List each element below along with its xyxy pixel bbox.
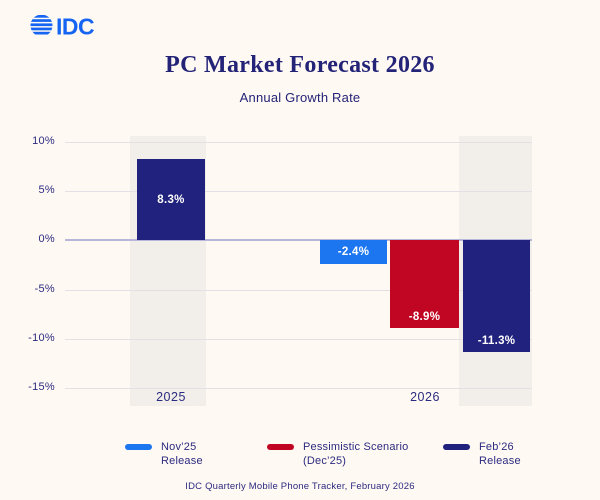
legend-item-pessimistic-scenario-dec-25: Pessimistic Scenario (Dec’25)	[267, 440, 408, 468]
gridline--10	[65, 338, 532, 340]
idc-globe-icon: IDC	[30, 14, 95, 40]
bar-nov-25-release-2026: -2.4%	[320, 240, 387, 264]
y-tick-label: -15%	[28, 381, 55, 393]
legend-item-feb-26-release: Feb’26 Release	[443, 440, 521, 468]
x-tick-label-2025: 2025	[156, 390, 186, 404]
legend-label: Pessimistic Scenario (Dec’25)	[303, 441, 409, 467]
idc-logo-text: IDC	[56, 14, 94, 40]
bar-pessimistic-scenario-dec-25-2026: -8.9%	[390, 240, 459, 328]
bar-value-label: -11.3%	[477, 334, 516, 347]
legend-label: Feb’26 Release	[479, 441, 521, 467]
chart-legend: Nov’25 Release Pessimistic Scenario (Dec’25…	[0, 440, 600, 478]
y-tick-label: 10%	[32, 135, 55, 147]
bar-feb-26-release-2025: 8.3%	[137, 158, 205, 241]
bar-value-label: 8.3%	[157, 193, 185, 206]
gridline--5	[65, 289, 532, 291]
idc-logo: IDC	[30, 12, 98, 44]
legend-swatch-icon	[443, 444, 470, 450]
chart-subtitle: Annual Growth Rate	[239, 90, 361, 105]
bar-feb-26-release-2026: -11.3%	[463, 240, 530, 352]
gridline-5	[65, 191, 532, 193]
chart-plot-area: 10% 5% 0% -5% -10% -15% 8.3% -2.4% -8.9% -11.3% 20…	[28, 135, 532, 406]
bar-value-label: -2.4%	[337, 246, 370, 259]
legend-item-nov-25-release: Nov’25 Release	[125, 440, 203, 468]
y-tick-label: -5%	[34, 282, 55, 295]
gridline--15	[65, 388, 532, 389]
legend-label: Nov’25 Release	[161, 441, 203, 467]
y-tick-label: 0%	[38, 233, 55, 246]
x-tick-label-2026: 2026	[410, 390, 440, 404]
legend-swatch-icon	[267, 444, 294, 450]
y-tick-label: -10%	[28, 331, 55, 344]
gridline-10	[65, 142, 532, 143]
source-note: IDC Quarterly Mobile Phone Tracker, Febr…	[185, 481, 415, 492]
bar-value-label: -8.9%	[408, 310, 441, 323]
y-tick-label: 5%	[38, 184, 55, 197]
legend-swatch-icon	[125, 444, 152, 450]
zero-axis-line	[65, 239, 532, 242]
chart-title: PC Market Forecast 2026	[165, 52, 435, 78]
